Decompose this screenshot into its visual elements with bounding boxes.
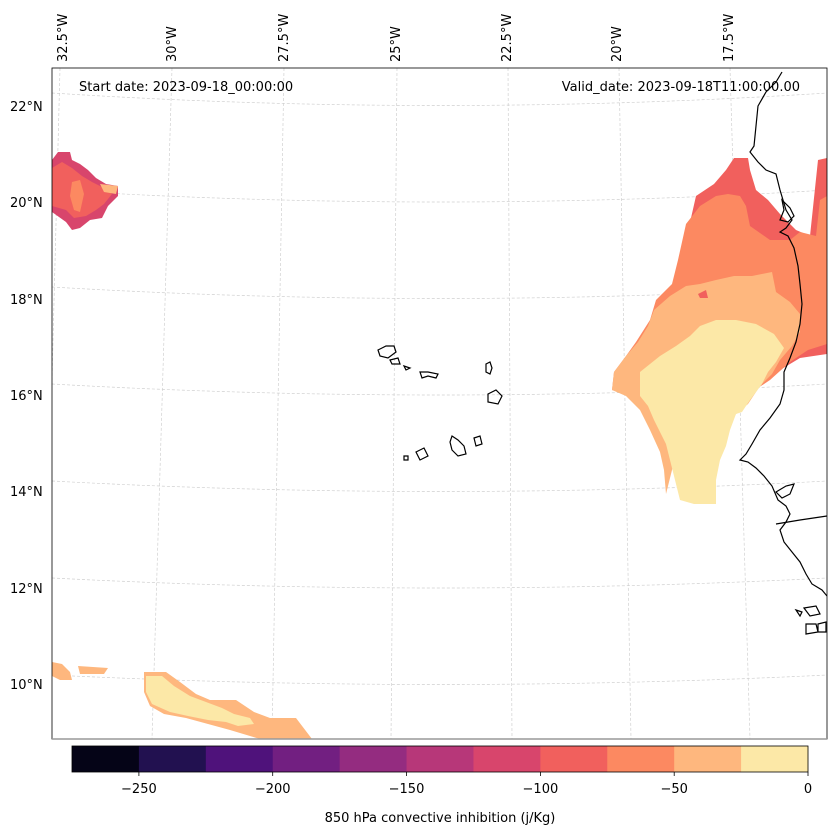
colorbar-segment-4 xyxy=(339,746,408,772)
lon-label-32-5w: 32.5°W xyxy=(56,14,71,62)
colorbar-segment-3 xyxy=(272,746,341,772)
colorbar-label: 850 hPa convective inhibition (j/Kg) xyxy=(325,811,556,826)
lat-label-10n: 10°N xyxy=(10,678,43,693)
contour-sw-peach xyxy=(144,672,312,739)
guinea-bissau-islands xyxy=(794,605,827,635)
lon-label-27-5w: 27.5°W xyxy=(277,14,292,62)
lat-label-22n: 22°N xyxy=(10,100,43,115)
africa-coast-detail xyxy=(775,483,795,499)
colorbar-tick-0: 0 xyxy=(804,782,812,797)
colorbar-segment-10 xyxy=(741,746,809,772)
colorbar-segment-1 xyxy=(138,746,207,772)
colorbar-tick-neg100: −100 xyxy=(523,782,559,797)
colorbar-tick-neg200: −200 xyxy=(255,782,291,797)
lon-label-17-5w: 17.5°W xyxy=(722,14,737,62)
lat-label-20n: 20°N xyxy=(10,196,43,211)
colorbar-segment-5 xyxy=(406,746,474,772)
colorbar-segment-9 xyxy=(674,746,742,772)
island-santa-luzia xyxy=(402,364,412,371)
island-sal xyxy=(485,361,493,375)
lon-label-30w: 30°W xyxy=(165,26,180,62)
cin-contours xyxy=(52,152,827,739)
island-sao-nicolau xyxy=(419,371,439,379)
colorbar-border xyxy=(71,745,809,773)
colorbar-segments xyxy=(72,746,809,772)
contour-nw-light xyxy=(100,184,118,194)
colorbar-tick-neg250: −250 xyxy=(121,782,157,797)
colorbar-segment-0 xyxy=(72,746,140,772)
longitude-labels: 32.5°W 30°W 27.5°W 25°W 22.5°W 20°W 17.5… xyxy=(56,14,737,62)
island-boa-vista xyxy=(487,389,503,405)
island-santiago xyxy=(449,435,467,457)
colorbar-tick-neg150: −150 xyxy=(389,782,425,797)
start-date-label: Start date: 2023-09-18_00:00:00 xyxy=(79,80,293,95)
contour-east-spot-red xyxy=(698,290,708,298)
africa-coast xyxy=(738,71,827,597)
colorbar-segment-6 xyxy=(473,746,541,772)
island-fogo xyxy=(415,447,429,461)
colorbar-tick-neg50: −50 xyxy=(660,782,687,797)
contour-nw-core xyxy=(70,180,84,212)
contour-east-yellow xyxy=(640,320,784,504)
lat-label-18n: 18°N xyxy=(10,293,43,308)
valid-date-label: Valid_date: 2023-09-18T11:00:00.00 xyxy=(562,80,800,95)
lat-label-12n: 12°N xyxy=(10,582,43,597)
coastlines xyxy=(377,71,827,635)
latitude-labels: 22°N 20°N 18°N 16°N 14°N 12°N 10°N xyxy=(10,100,43,693)
contour-sw-peach-mid xyxy=(78,666,108,674)
colorbar-segment-7 xyxy=(540,746,608,772)
gambia-river xyxy=(775,515,827,525)
island-brava xyxy=(403,455,409,461)
colorbar-segment-2 xyxy=(205,746,274,772)
map-area xyxy=(51,67,828,740)
contour-sw-yellow xyxy=(146,676,254,726)
lat-label-14n: 14°N xyxy=(10,485,43,500)
lat-label-16n: 16°N xyxy=(10,389,43,404)
lon-label-22-5w: 22.5°W xyxy=(500,14,515,62)
bay-detail xyxy=(779,198,795,223)
island-maio xyxy=(473,435,483,447)
island-sao-vicente xyxy=(389,357,401,365)
colorbar-ticks xyxy=(138,772,809,776)
contour-sw-peach-left xyxy=(52,662,72,680)
lon-label-20w: 20°W xyxy=(610,26,625,62)
colorbar: −250 −200 −150 −100 −50 0 850 hPa convec… xyxy=(71,745,812,826)
lon-label-25w: 25°W xyxy=(389,26,404,62)
graticule xyxy=(52,68,827,739)
island-santo-antao xyxy=(377,345,397,359)
colorbar-segment-8 xyxy=(607,746,675,772)
